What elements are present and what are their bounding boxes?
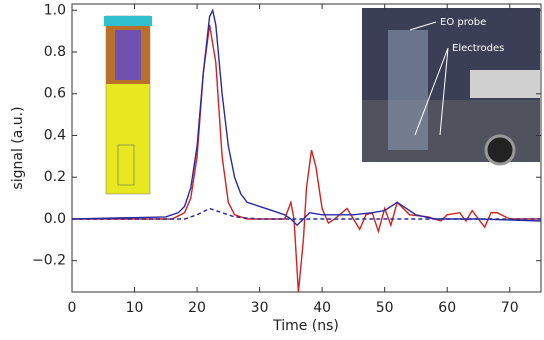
x-tick-label: 70 [501,300,519,316]
y-tick-label: 0.4 [44,127,66,143]
y-tick-label: 0.0 [44,211,66,227]
y-tick-label: 0.6 [44,86,66,102]
fem-inset [104,15,152,195]
annotation: EO probe [440,17,486,28]
x-tick-label: 60 [438,300,456,316]
x-tick-label: 0 [68,300,77,316]
x-axis-label: Time (ns) [272,318,339,334]
x-tick-label: 20 [188,300,206,316]
x-tick-label: 40 [313,300,331,316]
y-tick-label: 1.0 [44,2,66,18]
series-line [72,207,541,220]
y-tick-label: 0.8 [44,44,66,60]
x-tick-label: 10 [126,300,144,316]
photo-inset [362,8,540,166]
x-tick-label: 30 [251,300,269,316]
series-line [71,8,542,227]
annotation: Electrodes [452,43,504,54]
series-line [72,24,541,293]
plot-frame [71,3,542,293]
x-tick-label: 50 [376,300,394,316]
y-tick-label: 0.2 [44,169,66,185]
y-axis-label: signal (a.u.) [10,106,26,189]
y-tick-label: −0.2 [32,253,66,269]
